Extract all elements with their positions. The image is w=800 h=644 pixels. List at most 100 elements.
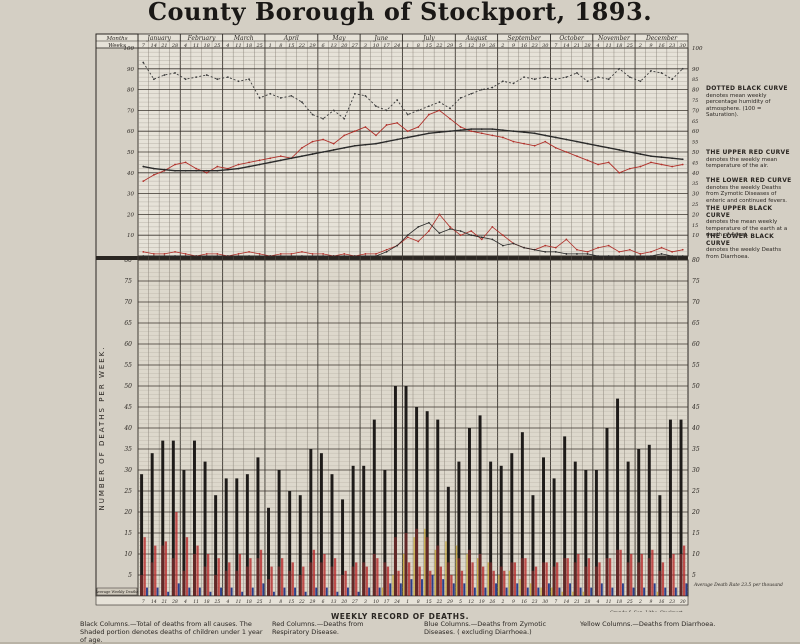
child-deaths-bar: [605, 558, 609, 596]
child-deaths-bar: [668, 558, 672, 596]
curve-point-1: [544, 140, 547, 143]
upper-right-tick-label: 50: [692, 150, 699, 156]
diarrhoea-deaths-bar: [413, 537, 415, 596]
curve-point-4: [438, 232, 441, 235]
bottom-week-label: 29: [446, 599, 453, 605]
curve-point-4: [364, 255, 367, 257]
curve-point-1: [660, 163, 663, 166]
curve-point-2: [597, 144, 599, 147]
month-label: May: [331, 35, 346, 42]
curve-point-4: [681, 255, 684, 257]
total-deaths-bar: [626, 461, 630, 596]
curve-point-4: [480, 236, 483, 239]
curve-point-1: [512, 140, 515, 143]
child-deaths-bar: [182, 570, 186, 596]
child-deaths-bar: [161, 545, 165, 596]
curve-point-0: [586, 80, 589, 83]
week-day-label: 22: [298, 43, 305, 49]
curve-point-2: [480, 128, 483, 131]
month-label: January: [145, 35, 171, 42]
zymotic-deaths-bar: [537, 587, 540, 596]
zymotic-deaths-bar: [272, 591, 275, 596]
footer: WEEKLY RECORD OF DEATHS. Black Columns.—…: [0, 612, 800, 644]
bottom-week-label: 29: [309, 599, 316, 605]
child-deaths-bar: [531, 570, 535, 596]
curve-point-2: [364, 143, 367, 146]
bottom-week-label: 18: [204, 599, 210, 605]
week-day-label: 21: [573, 43, 580, 49]
curve-point-2: [554, 136, 557, 139]
curve-point-0: [554, 78, 557, 81]
curve-point-3: [681, 248, 684, 251]
bottom-week-label: 15: [426, 599, 432, 605]
curve-point-0: [290, 94, 293, 97]
upper-left-tick-label: 10: [127, 233, 134, 239]
zymotic-deaths-bar: [674, 587, 677, 596]
total-deaths-bar: [457, 461, 461, 596]
curve-point-4: [311, 255, 314, 257]
curve-point-4: [406, 234, 409, 237]
week-day-label: 11: [235, 43, 241, 49]
month-label: February: [187, 35, 216, 42]
total-deaths-bar: [446, 486, 450, 596]
curve-point-4: [576, 253, 578, 255]
lower-right-tick-label: 30: [692, 467, 700, 474]
upper-left-tick-label: 90: [127, 67, 134, 73]
week-day-label: 19: [479, 43, 486, 49]
curve-point-0: [279, 97, 282, 99]
curve-point-1: [523, 142, 525, 145]
upper-right-tick-label: 40: [691, 171, 699, 177]
respiratory-deaths-bar: [556, 562, 559, 596]
curve-point-1: [417, 126, 420, 128]
child-deaths-bar: [594, 566, 598, 596]
curve-point-0: [565, 76, 568, 79]
child-deaths-bar: [658, 570, 662, 596]
curve-point-4: [385, 250, 388, 253]
respiratory-deaths-bar: [481, 566, 485, 596]
curve-point-0: [491, 86, 494, 89]
zymotic-deaths-bar: [389, 583, 392, 596]
curve-point-2: [639, 153, 642, 155]
lower-right-tick-label: 65: [692, 320, 700, 327]
zymotic-deaths-bar: [357, 591, 360, 596]
legend-note: THE UPPER RED CURVE denotes the weekly me…: [706, 149, 794, 170]
curve-point-1: [385, 124, 388, 126]
curve-point-3: [438, 213, 441, 216]
respiratory-deaths-bar: [344, 570, 347, 596]
curve-point-0: [248, 78, 250, 81]
zymotic-deaths-bar: [315, 587, 318, 596]
curve-point-2: [586, 142, 589, 145]
week-day-label: 16: [658, 43, 665, 49]
zymotic-deaths-bar: [643, 587, 646, 596]
lower-left-tick-label: 25: [123, 488, 132, 495]
bottom-week-label: 30: [542, 599, 548, 605]
diarrhoea-deaths-bar: [529, 583, 532, 596]
child-deaths-bar: [140, 575, 144, 596]
child-deaths-bar: [584, 566, 588, 596]
zymotic-deaths-bar: [262, 583, 265, 596]
curve-point-1: [375, 134, 377, 137]
diarrhoea-deaths-bar: [381, 587, 384, 596]
curve-point-4: [343, 255, 346, 257]
bottom-week-label: 4: [183, 599, 187, 605]
zymotic-deaths-bar: [484, 587, 487, 596]
curve-point-1: [332, 142, 335, 145]
child-deaths-bar: [510, 562, 514, 596]
diarrhoea-deaths-bar: [392, 575, 394, 596]
curve-point-0: [470, 92, 473, 95]
curve-point-2: [163, 168, 166, 171]
curve-point-2: [184, 169, 187, 172]
curve-point-3: [258, 253, 261, 255]
child-deaths-bar: [616, 549, 620, 596]
curve-point-1: [364, 126, 367, 128]
footer-blue-note: Blue Columns.—Deaths from Zymotic Diseas…: [424, 620, 547, 636]
curve-point-1: [248, 161, 250, 164]
week-day-label: 4: [225, 43, 229, 49]
respiratory-deaths-bar: [386, 566, 390, 596]
total-deaths-bar: [203, 461, 207, 596]
curve-point-0: [459, 97, 462, 99]
respiratory-deaths-bar: [608, 558, 612, 596]
week-day-label: 18: [246, 43, 252, 49]
curve-point-2: [353, 144, 356, 147]
bottom-week-label: 14: [563, 599, 569, 605]
